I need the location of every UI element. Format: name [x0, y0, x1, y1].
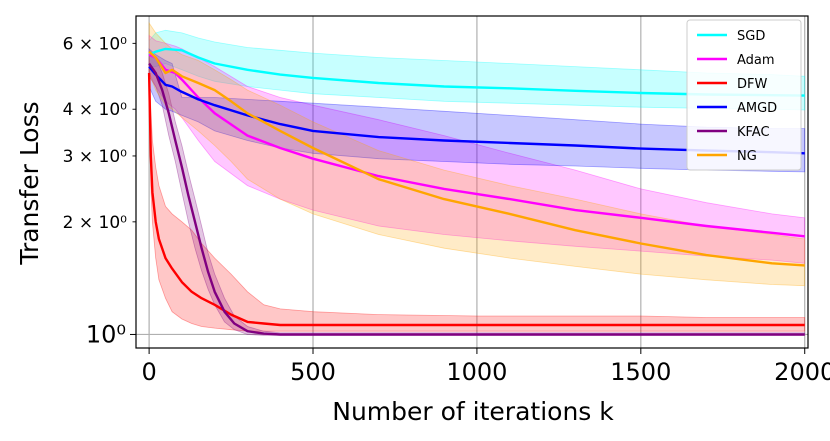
band-amgd	[148, 48, 806, 173]
y-tick-label: 10⁰	[86, 320, 126, 348]
ticks: 0 500 1000 1500 2000 10⁰ 2 × 10⁰ 3 × 10⁰ 4 × 10⁰…	[63, 34, 830, 386]
legend-label-kfac: KFAC	[737, 125, 770, 140]
series-line-ng	[148, 50, 805, 267]
y-minor-tick-label: 2 × 10⁰	[63, 213, 127, 233]
x-tick-label: 2000	[774, 358, 830, 386]
legend-label-adam: Adam	[737, 53, 775, 68]
legend-label-amgd: AMGD	[737, 101, 777, 116]
y-minor-tick-label: 4 × 10⁰	[63, 100, 127, 120]
band-adam	[148, 34, 806, 264]
plot-frame	[135, 15, 809, 349]
band-ng	[148, 21, 806, 287]
legend-label-sgd: SGD	[737, 29, 765, 44]
series-lines	[147, 47, 805, 336]
legend-label-dfw: DFW	[737, 77, 767, 92]
y-minor-tick-label: 3 × 10⁰	[63, 147, 127, 167]
y-minor-tick-label: 6 × 10⁰	[63, 34, 127, 54]
legend-box	[686, 19, 802, 171]
series-line-sgd	[148, 47, 805, 97]
band-sgd	[148, 29, 806, 111]
legend: SGD Adam DFW AMGD KFAC NG	[686, 19, 802, 171]
x-tick-label: 1000	[446, 358, 507, 386]
x-tick-label: 0	[141, 358, 156, 386]
series-line-amgd	[148, 65, 805, 155]
series-line-kfac	[148, 62, 805, 336]
x-tick-label: 1500	[610, 358, 671, 386]
y-axis-title: Transfer Loss	[15, 101, 44, 265]
x-tick-label: 500	[290, 358, 336, 386]
legend-label-ng: NG	[737, 149, 757, 164]
x-axis-title: Number of iterations k	[332, 397, 614, 426]
series-line-adam	[148, 53, 805, 238]
